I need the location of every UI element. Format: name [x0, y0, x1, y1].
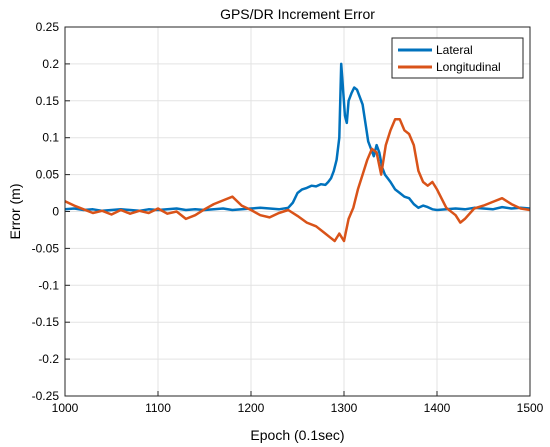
y-tick-label: -0.05: [32, 241, 60, 255]
y-tick-label: -0.25: [32, 389, 60, 403]
x-tick-label: 1100: [145, 401, 171, 415]
legend-box: [391, 37, 524, 79]
y-tick-label: 0.2: [42, 57, 59, 71]
series-line-lateral: [64, 62, 531, 213]
series-line-longitudinal: [64, 118, 531, 243]
y-tick-label: 0: [52, 205, 59, 219]
chart-title: GPS/DR Increment Error: [220, 6, 375, 22]
y-tick-label: 0.15: [36, 94, 60, 108]
plot-area: [64, 26, 531, 397]
x-tick-label: 1400: [424, 401, 451, 415]
x-tick-label: 1500: [517, 401, 544, 415]
y-axis-ticks: 0.25 0.2 0.15 0.1 0.05 0 -0.05 -0.1 -0.15 -0.2 -0.…: [32, 20, 70, 403]
legend-label-longitudinal: Longitudinal: [436, 60, 501, 74]
x-axis-ticks: 1000 1100 1200 1300 1400 1500: [52, 391, 544, 415]
series-lines: [64, 62, 531, 243]
y-tick-label: -0.2: [38, 352, 59, 366]
y-tick-label: 0.25: [36, 20, 60, 34]
legend-label-lateral: Lateral: [436, 43, 473, 57]
y-tick-label: -0.1: [38, 278, 59, 292]
y-axis-label: Error (m): [7, 184, 23, 240]
x-tick-label: 1300: [331, 401, 358, 415]
x-tick-label: 1000: [52, 401, 79, 415]
y-tick-label: 0.05: [36, 168, 60, 182]
x-axis-label: Epoch (0.1sec): [250, 427, 344, 443]
x-tick-label: 1200: [238, 401, 265, 415]
y-tick-label: -0.15: [32, 315, 60, 329]
y-tick-label: 0.1: [42, 131, 59, 145]
legend: Lateral Longitudinal: [391, 37, 524, 79]
